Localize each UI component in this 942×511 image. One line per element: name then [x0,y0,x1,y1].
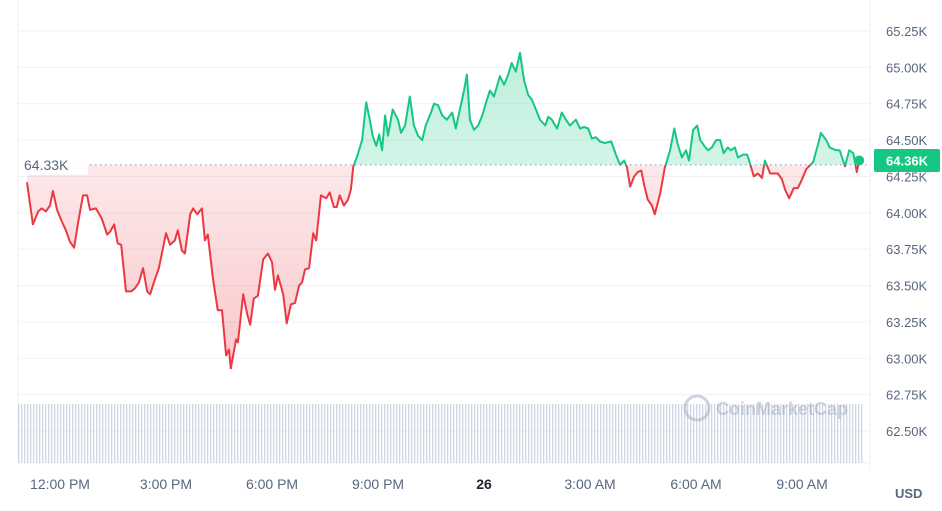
volume-bars [18,404,863,463]
watermark-text: CoinMarketCap [716,399,848,419]
y-tick-label: 63.25K [886,315,928,330]
y-tick-label: 65.00K [886,60,928,75]
y-tick-label: 64.25K [886,169,928,184]
y-tick-label: 65.25K [886,24,928,39]
reference-label: 64.33K [24,157,69,173]
area-fill-below [27,164,860,369]
x-tick-label: 26 [476,476,492,492]
y-tick-label: 62.50K [886,424,928,439]
x-tick-label: 9:00 PM [352,476,404,492]
x-tick-label: 3:00 AM [564,476,615,492]
price-line-up [352,51,861,165]
y-tick-label: 64.75K [886,97,928,112]
x-tick-label: 9:00 AM [776,476,827,492]
coinmarketcap-watermark: CoinMarketCap [683,394,848,422]
coinmarketcap-logo-icon [683,394,711,422]
current-price-dot [854,155,865,166]
y-tick-label: 64.00K [886,206,928,221]
y-axis: 65.25K 65.00K 64.75K 64.50K 64.25K 64.00K 63.7… [886,24,928,439]
y-tick-label: 63.00K [886,351,928,366]
x-tick-label: 3:00 PM [140,476,192,492]
current-price-badge [874,148,940,172]
price-line-down [26,164,860,370]
x-tick-label: 12:00 PM [30,476,90,492]
x-tick-label: 6:00 AM [670,476,721,492]
y-tick-label: 62.75K [886,388,928,403]
y-tick-label: 64.50K [886,133,928,148]
y-tick-label: 63.50K [886,279,928,294]
x-axis: 12:00 PM 3:00 PM 6:00 PM 9:00 PM 26 3:00 AM 6:… [30,476,828,492]
x-tick-label: 6:00 PM [246,476,298,492]
current-price-label: 64.36K [886,153,929,168]
y-tick-label: 63.75K [886,242,928,257]
reference-label-bg [20,152,88,175]
area-fill-above [353,52,860,165]
currency-unit: USD [895,486,922,501]
